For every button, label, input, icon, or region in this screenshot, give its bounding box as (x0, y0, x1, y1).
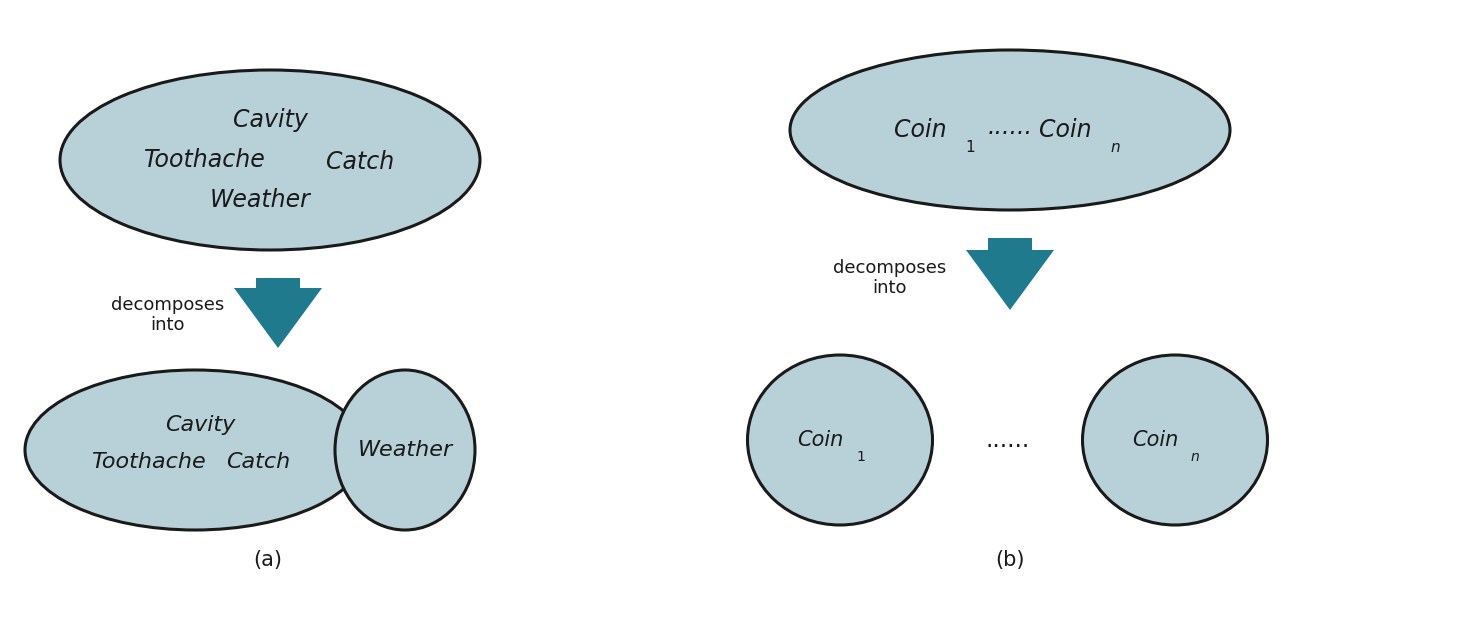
Ellipse shape (335, 370, 475, 530)
Text: Coin: Coin (1039, 118, 1091, 142)
Text: Catch: Catch (326, 150, 394, 174)
Ellipse shape (1082, 355, 1268, 525)
Text: Cavity: Cavity (233, 108, 307, 132)
Text: (b): (b) (995, 550, 1024, 570)
Text: Cavity: Cavity (165, 415, 235, 435)
Text: Coin: Coin (893, 118, 946, 142)
Text: Catch: Catch (226, 452, 291, 472)
Text: n: n (1191, 450, 1200, 464)
Text: (a): (a) (254, 550, 282, 570)
Text: ......: ...... (987, 115, 1033, 139)
Text: Weather: Weather (357, 440, 453, 460)
Ellipse shape (61, 70, 480, 250)
Polygon shape (235, 278, 322, 348)
Text: Coin: Coin (797, 430, 843, 450)
Ellipse shape (790, 50, 1230, 210)
Text: n: n (1110, 139, 1120, 154)
Text: Weather: Weather (210, 188, 310, 212)
Text: 1: 1 (856, 450, 865, 464)
Text: 1: 1 (965, 139, 974, 154)
Ellipse shape (747, 355, 933, 525)
Text: decomposes
into: decomposes into (111, 295, 224, 335)
Text: Coin: Coin (1132, 430, 1178, 450)
Text: decomposes
into: decomposes into (834, 259, 946, 297)
Ellipse shape (25, 370, 365, 530)
Text: ......: ...... (986, 428, 1030, 452)
Text: Toothache: Toothache (90, 452, 205, 472)
Text: Toothache: Toothache (145, 148, 266, 172)
Polygon shape (965, 238, 1054, 310)
